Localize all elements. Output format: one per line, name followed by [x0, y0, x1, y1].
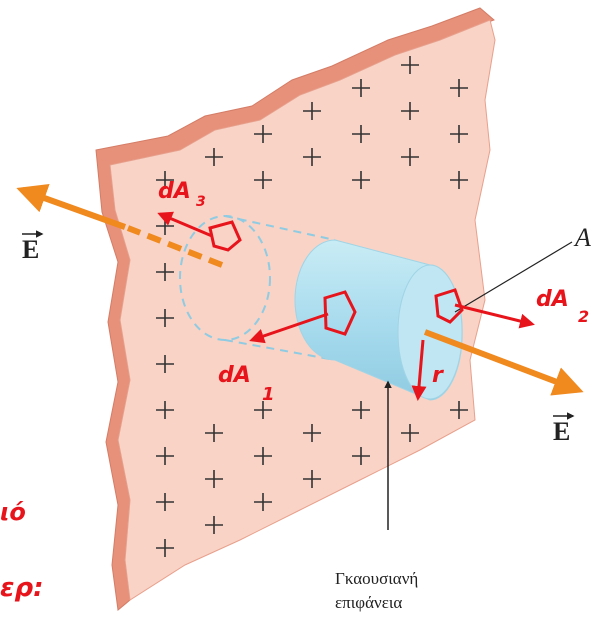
- caption: Γκαουσιανή: [335, 569, 418, 588]
- point-label: A: [573, 223, 591, 252]
- handwritten-label: dA: [158, 179, 191, 204]
- handwritten-label: 3: [196, 194, 206, 210]
- handwritten-label: 2: [578, 307, 589, 326]
- handwritten-label: r: [432, 363, 444, 388]
- caption: επιφάνεια: [335, 593, 402, 612]
- field-label: E: [553, 417, 570, 446]
- field-label: E: [22, 235, 39, 264]
- handwritten-label: dA: [218, 363, 251, 388]
- diagram: E E A Γκαουσιανή επιφάνεια dA 3 dA 1 dA …: [0, 0, 609, 617]
- handwritten-label: 1: [262, 384, 275, 405]
- handwritten-label: dA: [536, 287, 569, 312]
- handwritten-note: ερ:: [0, 573, 43, 603]
- handwritten-note: ιό: [0, 498, 26, 526]
